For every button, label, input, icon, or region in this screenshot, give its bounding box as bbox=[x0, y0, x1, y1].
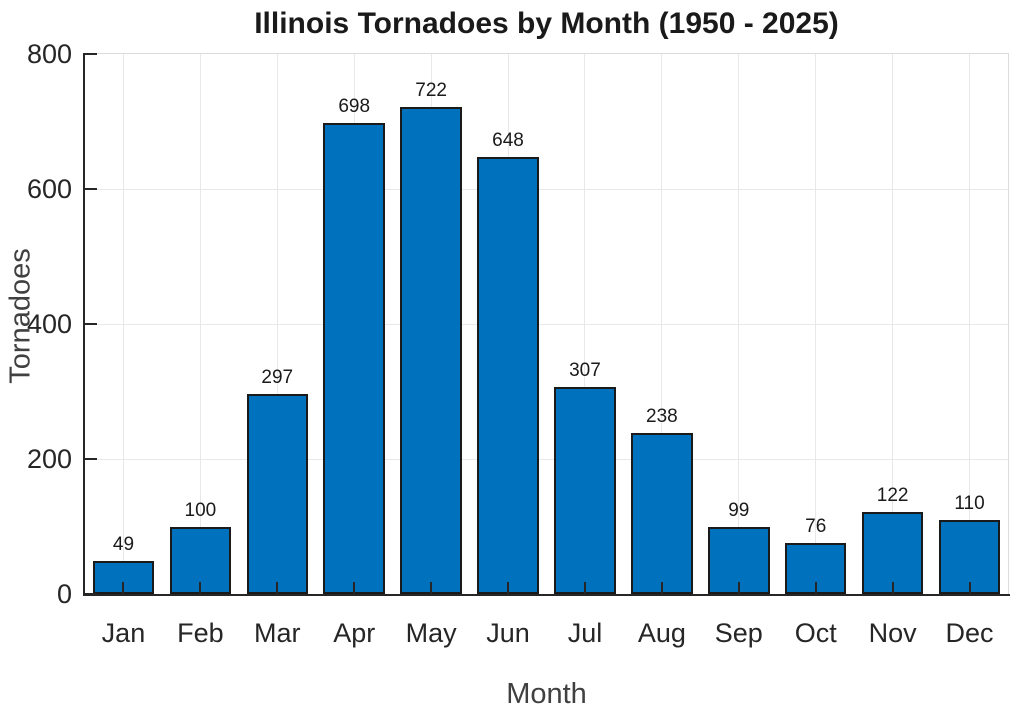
x-tick-mark bbox=[353, 582, 356, 594]
x-tick-label: Sep bbox=[714, 618, 763, 648]
bar-value-label: 122 bbox=[876, 484, 909, 506]
bar-value-label: 110 bbox=[954, 492, 985, 514]
x-tick-label: Feb bbox=[177, 618, 224, 648]
y-tick-mark bbox=[85, 188, 97, 190]
bar-apr bbox=[323, 122, 385, 594]
x-axis-line bbox=[83, 594, 1010, 596]
y-tick-mark bbox=[85, 458, 97, 460]
plot-box-right bbox=[1008, 54, 1009, 594]
gridline-vertical bbox=[199, 54, 201, 594]
x-tick-label: Jul bbox=[567, 618, 603, 648]
x-tick-mark bbox=[122, 582, 125, 594]
x-tick-label: Oct bbox=[794, 618, 837, 648]
x-tick-mark bbox=[430, 582, 433, 594]
bar-mar bbox=[246, 393, 309, 594]
x-axis-label: Month bbox=[506, 678, 587, 710]
bar-value-label: 49 bbox=[112, 533, 135, 555]
x-tick-mark bbox=[199, 582, 202, 594]
y-tick-label: 0 bbox=[56, 579, 72, 609]
y-tick-label: 400 bbox=[26, 309, 72, 339]
gridline-vertical bbox=[969, 54, 971, 594]
x-tick-mark bbox=[737, 582, 740, 594]
bar-value-label: 76 bbox=[805, 515, 827, 537]
gridline-vertical bbox=[738, 54, 740, 594]
x-tick-mark bbox=[891, 582, 894, 594]
y-tick-mark bbox=[85, 53, 97, 55]
bar-value-label: 297 bbox=[261, 366, 294, 388]
bar-may bbox=[400, 106, 462, 594]
y-axis-line bbox=[83, 53, 85, 594]
y-tick-label: 600 bbox=[26, 174, 72, 204]
y-tick-mark bbox=[85, 323, 97, 325]
x-tick-mark bbox=[660, 582, 663, 594]
gridline-vertical bbox=[892, 54, 894, 594]
bar-aug bbox=[631, 433, 693, 594]
gridline-vertical bbox=[276, 54, 278, 594]
x-tick-mark bbox=[583, 582, 586, 594]
gridline-vertical bbox=[661, 54, 663, 594]
bar-value-label: 307 bbox=[569, 359, 601, 381]
x-tick-label: Jan bbox=[101, 618, 146, 648]
y-tick-label: 200 bbox=[26, 444, 72, 474]
bar-value-label: 99 bbox=[728, 500, 750, 522]
x-tick-label: Dec bbox=[945, 618, 994, 648]
bar-value-label: 100 bbox=[184, 499, 217, 521]
bar-jul bbox=[554, 386, 616, 594]
x-tick-mark bbox=[814, 582, 817, 594]
bar-value-label: 722 bbox=[415, 79, 447, 101]
bar-value-label: 698 bbox=[338, 95, 371, 117]
gridline-vertical bbox=[122, 54, 124, 594]
x-tick-label: Jun bbox=[486, 618, 530, 648]
y-tick-label: 800 bbox=[26, 39, 72, 69]
x-tick-label: Apr bbox=[333, 618, 376, 648]
x-tick-mark bbox=[968, 582, 971, 594]
gridline-horizontal bbox=[85, 188, 1008, 190]
x-tick-label: Aug bbox=[637, 618, 686, 648]
gridline-vertical bbox=[584, 54, 586, 594]
chart-title: Illinois Tornadoes by Month (1950 - 2025… bbox=[254, 7, 839, 40]
gridline-horizontal bbox=[85, 458, 1008, 460]
bar-value-label: 238 bbox=[646, 406, 678, 428]
x-tick-label: Mar bbox=[254, 618, 301, 648]
bar-dec bbox=[938, 519, 1001, 594]
bar-nov bbox=[861, 511, 924, 594]
x-tick-mark bbox=[507, 582, 510, 594]
gridline-horizontal bbox=[85, 323, 1008, 325]
bar-jun bbox=[477, 156, 539, 594]
x-tick-label: May bbox=[405, 618, 457, 648]
plot-box-top bbox=[85, 53, 1009, 54]
x-tick-mark bbox=[276, 582, 279, 594]
y-tick-mark bbox=[85, 593, 97, 595]
bar-value-label: 648 bbox=[492, 129, 524, 151]
x-tick-label: Nov bbox=[868, 618, 917, 648]
gridline-vertical bbox=[815, 54, 817, 594]
